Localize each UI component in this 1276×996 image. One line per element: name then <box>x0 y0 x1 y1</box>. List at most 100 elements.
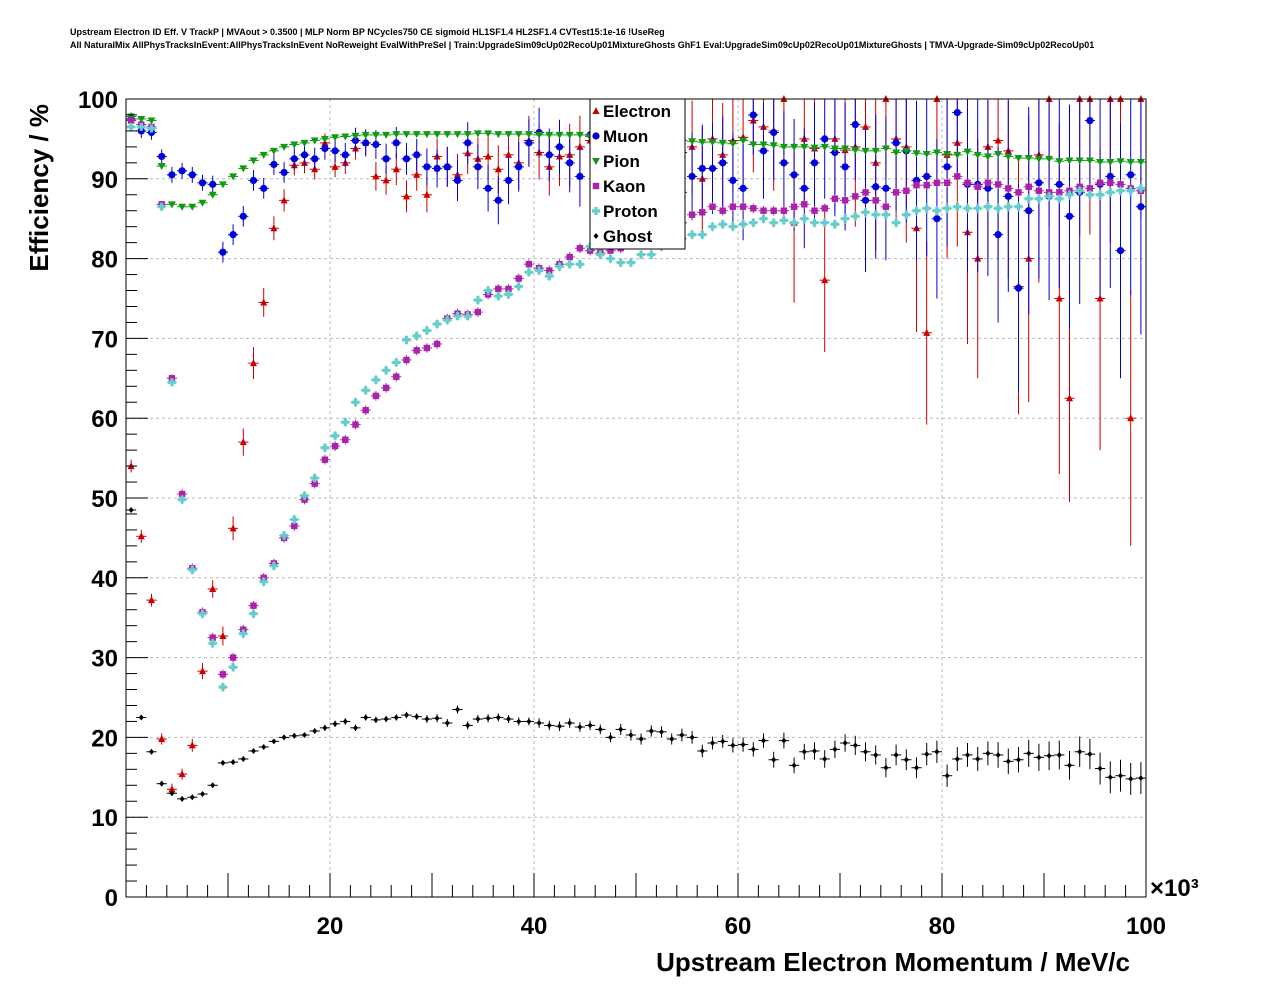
data-point <box>200 791 205 798</box>
legend-marker-kaon <box>592 182 600 190</box>
data-point <box>555 143 564 151</box>
data-point <box>780 159 788 167</box>
data-point <box>218 181 227 189</box>
data-point <box>698 139 707 147</box>
data-point <box>933 215 941 223</box>
data-point <box>1128 775 1134 782</box>
data-point <box>473 130 482 138</box>
data-point <box>137 115 146 123</box>
data-point <box>728 222 737 231</box>
data-point <box>873 751 879 758</box>
data-point <box>402 155 411 163</box>
legend: Electron Muon Pion Kaon Proton Ghost <box>589 98 686 250</box>
data-point <box>453 176 462 184</box>
legend-marker-muon <box>592 132 600 140</box>
series-proton <box>126 122 1146 692</box>
data-point <box>505 285 512 293</box>
data-point <box>769 142 778 150</box>
data-point <box>861 208 870 217</box>
data-point <box>963 204 972 213</box>
data-point <box>575 131 584 139</box>
y-tick-label: 70 <box>91 326 118 353</box>
data-point <box>985 750 991 757</box>
data-point <box>382 384 390 392</box>
data-point <box>932 206 941 215</box>
data-point <box>321 144 329 153</box>
data-point <box>413 170 421 178</box>
data-point <box>832 746 838 753</box>
data-point <box>698 164 706 173</box>
data-point <box>708 222 717 231</box>
data-point <box>1116 158 1125 166</box>
data-point <box>914 764 919 771</box>
data-point <box>127 117 135 124</box>
data-point <box>545 131 554 139</box>
data-point <box>903 187 910 194</box>
data-point <box>576 172 584 181</box>
data-point <box>209 584 217 592</box>
data-point <box>831 195 839 202</box>
data-point <box>984 179 992 186</box>
data-point <box>158 152 166 161</box>
data-point <box>229 663 238 672</box>
data-point <box>168 785 176 793</box>
data-point <box>1004 202 1013 211</box>
data-point <box>830 220 839 229</box>
data-point <box>157 202 166 211</box>
data-point <box>484 130 493 138</box>
data-point <box>403 356 410 364</box>
data-point <box>341 151 349 159</box>
data-point <box>739 203 747 210</box>
data-point <box>157 163 166 171</box>
data-point <box>1024 194 1033 203</box>
data-point <box>229 654 237 661</box>
x-tick-label: 40 <box>521 913 548 940</box>
data-point <box>903 756 909 763</box>
data-point <box>790 203 798 210</box>
data-point <box>302 732 307 739</box>
data-point <box>841 145 850 153</box>
data-point <box>506 716 511 723</box>
data-point <box>770 128 778 137</box>
data-point <box>557 723 562 730</box>
data-point <box>983 202 992 211</box>
data-point <box>943 179 951 186</box>
data-point <box>994 181 1002 188</box>
data-point <box>769 218 778 227</box>
data-point <box>281 734 287 741</box>
data-point <box>495 285 502 293</box>
data-point <box>1067 762 1072 769</box>
data-point <box>382 155 390 163</box>
data-point <box>759 147 768 155</box>
data-point <box>790 218 799 227</box>
data-point <box>861 147 870 155</box>
data-point <box>1086 185 1094 192</box>
data-point <box>842 739 848 746</box>
data-point <box>443 316 452 325</box>
data-point <box>280 168 288 177</box>
data-point <box>485 715 491 722</box>
data-point <box>708 139 717 147</box>
data-point <box>718 139 727 147</box>
data-point <box>361 386 370 395</box>
data-point <box>679 732 685 739</box>
data-point <box>280 196 288 204</box>
data-point <box>739 184 747 192</box>
data-point <box>474 308 482 316</box>
data-point <box>300 151 309 159</box>
data-point <box>566 159 574 167</box>
x-tick-label: 20 <box>317 913 344 940</box>
data-point <box>444 720 450 727</box>
data-point <box>1005 185 1012 192</box>
data-point <box>332 720 338 727</box>
data-point <box>159 780 165 787</box>
data-point <box>902 147 911 155</box>
data-point <box>688 211 696 218</box>
data-point <box>820 218 829 227</box>
data-point <box>771 756 777 763</box>
data-point <box>290 515 299 524</box>
data-point <box>514 131 523 139</box>
data-point <box>791 762 797 769</box>
data-point <box>515 275 522 282</box>
data-point <box>861 196 870 204</box>
